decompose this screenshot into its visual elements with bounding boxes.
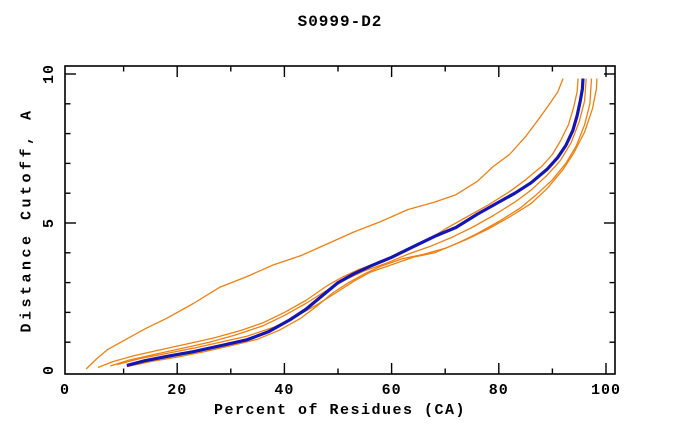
curve-model-orange-2 — [97, 78, 579, 369]
y-axis-label: Distance Cutoff, A — [18, 107, 36, 333]
curve-model-orange-5 — [126, 78, 598, 368]
y-tick-label: 5 — [41, 218, 58, 228]
y-tick-label: 0 — [41, 365, 58, 375]
curve-model-orange-3 — [110, 78, 587, 367]
x-tick-label: 60 — [382, 382, 402, 399]
plot-frame — [64, 65, 616, 375]
x-tick-label: 100 — [591, 382, 621, 399]
x-tick-label: 0 — [60, 382, 70, 399]
x-axis-label: Percent of Residues (CA) — [213, 402, 467, 419]
x-tick-label: 20 — [167, 382, 187, 399]
curve-model-orange-4 — [117, 78, 593, 366]
x-tick-label: 40 — [274, 382, 294, 399]
chart-title: S0999-D2 — [297, 13, 383, 31]
curve-model-orange-1-best — [85, 78, 564, 370]
x-tick-label: 80 — [489, 382, 509, 399]
curve-model-highlighted-blue — [126, 78, 585, 367]
y-tick-label: 10 — [41, 64, 58, 84]
